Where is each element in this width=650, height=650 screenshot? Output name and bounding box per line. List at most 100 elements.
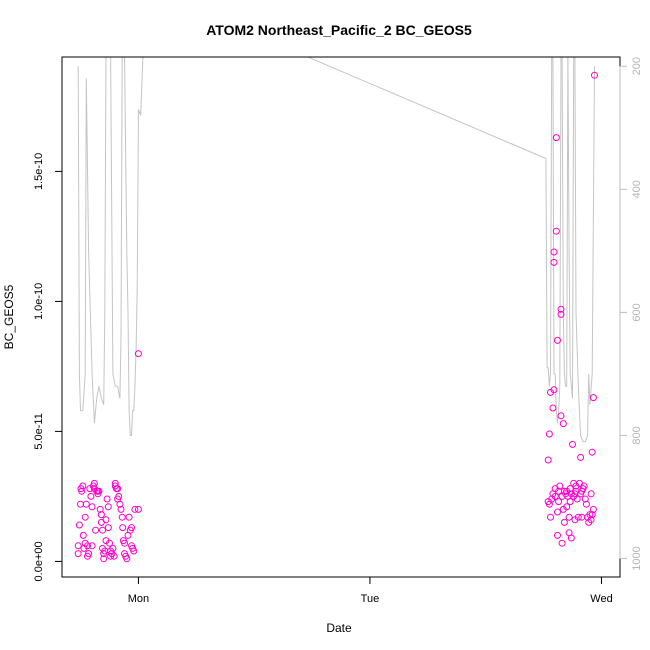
data-point [552,134,560,142]
x-axis: Mon Tue Wed [128,577,613,605]
data-point [134,505,142,513]
data-point [551,492,559,500]
data-point [552,227,560,235]
data-point [589,394,597,402]
data-point [75,521,83,529]
data-point [557,305,565,313]
right-tick-label: 400 [631,180,643,198]
data-point [589,505,597,513]
data-point [556,482,564,490]
data-point [573,495,581,503]
data-point [559,420,567,428]
data-point [567,534,575,542]
y-tick-label: 1.5e-10 [33,153,45,190]
data-point [566,485,574,493]
data-point [554,531,561,539]
data-point [550,258,558,266]
data-point [554,508,561,516]
data-point [92,526,100,534]
right-axis: 200 400 600 800 1000 [619,57,643,571]
data-point [554,336,561,344]
data-point [563,503,571,511]
data-point [130,547,138,555]
data-point [550,248,558,256]
data-point [550,386,558,394]
data-point [555,498,563,506]
data-point [97,511,105,519]
data-point [88,503,96,511]
y-axis: 0.0e+00 5.0e-11 1.0e-10 1.5e-10 [33,153,62,581]
data-point [95,487,103,495]
right-tick-label: 600 [631,303,643,321]
data-point [582,500,590,508]
data-point [125,513,133,521]
data-point [121,539,128,547]
data-point [587,490,595,498]
data-point [84,542,91,550]
data-point [580,482,588,490]
y-axis-label: BC_GEOS5 [2,284,16,349]
pressure-line-series [77,57,595,443]
data-point [588,448,596,456]
data-point [74,550,82,558]
points-series [74,71,598,563]
data-point [116,500,124,508]
data-point [87,492,95,500]
data-point [88,542,96,550]
data-point [74,542,82,550]
x-axis-label: Date [326,621,352,635]
y-tick-label: 0.0e+00 [33,541,45,581]
data-point [115,492,123,500]
data-point [591,71,598,79]
data-point [81,513,89,521]
data-point [104,503,112,511]
data-point [558,539,566,547]
right-tick-label: 1000 [631,546,643,570]
data-point [569,440,576,448]
data-point [77,500,84,508]
chart-title: ATOM2 Northeast_Pacific_2 BC_GEOS5 [206,22,472,38]
data-point [557,412,565,420]
right-tick-label: 800 [631,426,643,444]
data-point [577,453,585,461]
data-point [557,310,565,318]
data-point [79,482,87,490]
data-point [119,524,127,532]
data-point [547,513,554,521]
x-tick-label: Mon [128,593,149,605]
data-point [110,552,118,560]
data-point [109,544,117,552]
data-point [587,516,595,524]
data-point [79,531,87,539]
data-point [545,430,553,438]
data-point [544,456,552,464]
data-point [96,505,104,513]
y-tick-label: 1.0e-10 [33,283,45,320]
data-point [106,539,113,547]
data-point [90,479,98,487]
x-tick-label: Wed [590,593,612,605]
plot-frame [61,56,621,578]
data-point [104,524,112,532]
data-point [78,487,86,495]
data-point [586,511,594,519]
data-point [102,516,110,524]
data-point [118,513,126,521]
right-tick-label: 200 [631,57,643,75]
data-point [85,550,93,558]
data-point [103,495,111,503]
data-point [117,505,125,513]
data-point [123,555,131,563]
data-point [82,500,90,508]
data-point [560,518,568,526]
x-tick-label: Tue [361,593,380,605]
data-point [588,511,596,519]
data-point [131,505,139,513]
data-point [134,350,142,358]
data-point [114,485,122,493]
y-tick-label: 5.0e-11 [33,413,45,450]
pressure-line [77,57,595,443]
data-point [549,404,557,412]
data-point [581,495,589,503]
